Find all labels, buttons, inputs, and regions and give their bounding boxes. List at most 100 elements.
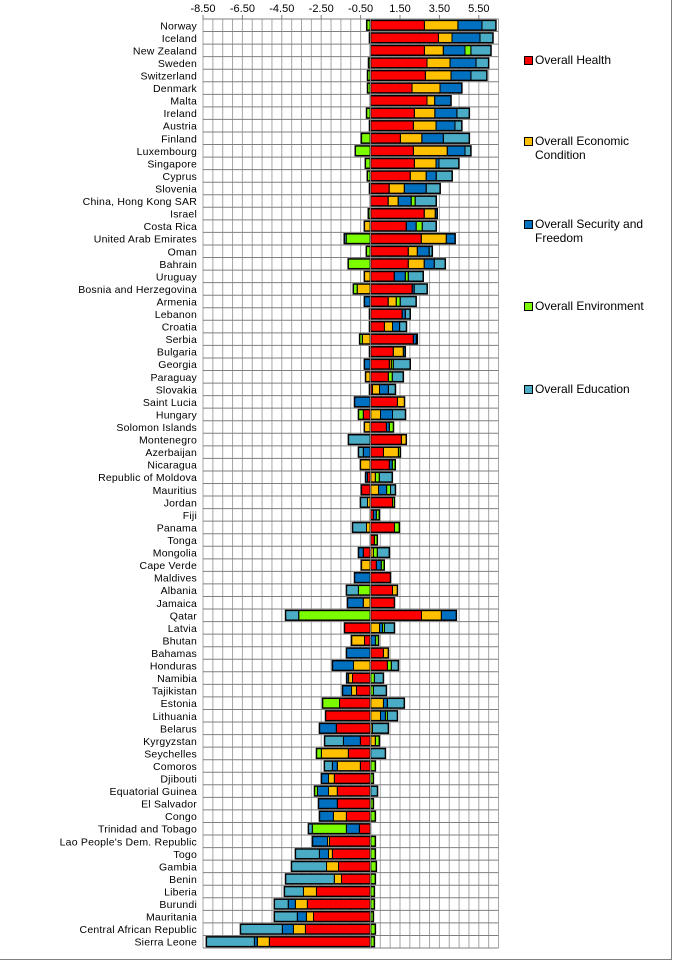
- bar-segment-overall-security-and-freedom: [297, 911, 307, 922]
- bar-segment-overall-education: [408, 271, 424, 282]
- bar-row: [369, 195, 437, 207]
- bar-segment-overall-environment: [358, 409, 364, 420]
- bar-row: [368, 120, 463, 132]
- bar-segment-overall-health: [325, 710, 371, 721]
- bar-segment-overall-education: [422, 221, 437, 232]
- bar-segment-overall-environment: [374, 535, 378, 545]
- bar-row: [368, 308, 411, 320]
- bar-segment-overall-economic-condition: [392, 585, 398, 596]
- bar-segment-overall-economic-condition: [425, 70, 452, 81]
- bar-segment-overall-environment: [346, 233, 371, 244]
- bar-segment-overall-health: [363, 409, 371, 420]
- bar-segment-overall-environment: [365, 158, 371, 169]
- x-tick-label: -0.50: [348, 3, 373, 15]
- bar-row: [315, 747, 387, 760]
- bar-row: [364, 157, 460, 170]
- bar-segment-overall-education: [476, 58, 489, 68]
- bar-segment-overall-security-and-freedom: [417, 246, 430, 257]
- category-label: Estonia: [161, 698, 197, 710]
- bar-segment-overall-environment: [370, 911, 374, 922]
- bar-segment-overall-health: [363, 547, 371, 558]
- category-label: Mauritania: [146, 912, 197, 924]
- bar-segment-overall-economic-condition: [438, 32, 453, 43]
- bar-segment-overall-economic-condition: [364, 271, 371, 282]
- category-label: Comoros: [153, 761, 197, 773]
- bar-segment-overall-economic-condition: [372, 384, 380, 395]
- bar-segment-overall-environment: [370, 899, 375, 909]
- bar-row: [345, 647, 390, 659]
- bar-row: [351, 521, 401, 534]
- category-label: Nicaragua: [147, 460, 197, 472]
- bar-segment-overall-security-and-freedom: [398, 196, 412, 206]
- bar-segment-overall-security-and-freedom: [443, 45, 466, 56]
- category-label: Trinidad and Tobago: [98, 824, 197, 836]
- bar-row: [323, 760, 377, 772]
- bar-segment-overall-economic-condition: [366, 522, 371, 533]
- bar-segment-overall-economic-condition: [414, 108, 435, 119]
- bar-row: [368, 32, 494, 44]
- bar-segment-overall-security-and-freedom: [380, 409, 393, 420]
- category-label: Tajikistan: [152, 686, 197, 698]
- category-label: China, Hong Kong SAR: [83, 196, 198, 208]
- category-label: Denmark: [153, 83, 198, 95]
- x-axis-ticks: -8.50 -6.50 -4.50 -2.50 -0.50 1.50 3.50 5.50: [190, 3, 490, 19]
- bar-segment-overall-education: [274, 911, 298, 922]
- bar-segment-overall-education: [285, 874, 335, 884]
- bar-segment-overall-environment: [396, 296, 401, 307]
- bar-row: [363, 421, 395, 433]
- category-label: Bahamas: [151, 648, 197, 660]
- category-label: Republic of Moldova: [98, 472, 197, 484]
- bar-segment-overall-education: [390, 484, 396, 495]
- bar-segment-overall-health: [370, 196, 389, 206]
- bar-segment-overall-security-and-freedom: [457, 20, 482, 31]
- bar-segment-overall-security-and-freedom: [346, 823, 360, 834]
- bar-segment-overall-health: [370, 309, 403, 319]
- bar-segment-overall-health: [370, 246, 409, 257]
- bar-segment-overall-environment: [322, 698, 340, 709]
- bar-segment-overall-security-and-freedom: [379, 384, 389, 395]
- bar-segment-overall-environment: [375, 472, 380, 483]
- bar-segment-overall-education: [392, 409, 406, 420]
- bar-segment-overall-security-and-freedom: [439, 83, 462, 93]
- bar-segment-overall-health: [370, 271, 395, 282]
- bar-segment-overall-economic-condition: [370, 698, 384, 709]
- bar-segment-overall-environment: [358, 585, 371, 596]
- bar-segment-overall-security-and-freedom: [450, 58, 477, 68]
- bar-segment-overall-environment: [370, 861, 377, 872]
- bar-row: [318, 810, 377, 822]
- bar-segment-overall-economic-condition: [328, 786, 338, 796]
- bar-segment-overall-education: [324, 761, 333, 771]
- bar-segment-overall-health: [370, 422, 387, 432]
- bar-segment-overall-environment: [368, 58, 371, 68]
- category-label: Bosnia and Herzegovina: [78, 284, 197, 296]
- category-label: Seychelles: [144, 748, 197, 760]
- bar-row: [357, 446, 402, 458]
- bar-segment-overall-economic-condition: [393, 346, 404, 357]
- bar-segment-overall-environment: [312, 823, 347, 834]
- bar-segment-overall-economic-condition: [348, 673, 353, 683]
- bar-segment-overall-health: [359, 823, 371, 834]
- bar-segment-overall-health: [370, 522, 395, 533]
- bar-segment-overall-economic-condition: [426, 58, 451, 68]
- bar-segment-overall-security-and-freedom: [436, 158, 440, 169]
- bar-segment-overall-economic-condition: [421, 610, 442, 621]
- bar-segment-overall-security-and-freedom: [451, 70, 471, 81]
- bar-segment-overall-economic-condition: [401, 434, 407, 445]
- category-label: Honduras: [150, 661, 197, 673]
- bar-segment-overall-security-and-freedom: [332, 761, 338, 771]
- bar-row: [365, 245, 434, 257]
- bar-row: [343, 622, 396, 634]
- category-label: Belarus: [160, 723, 197, 735]
- bar-row: [366, 170, 453, 182]
- bar-segment-overall-education: [391, 660, 399, 671]
- bar-segment-overall-education: [291, 861, 327, 872]
- legend-label: Overall Environment: [535, 299, 644, 313]
- bar-segment-overall-health: [370, 158, 415, 169]
- bar-segment-overall-security-and-freedom: [403, 346, 406, 357]
- category-label: Fiji: [183, 510, 197, 522]
- bar-row: [369, 44, 492, 57]
- bar-segment-overall-health: [370, 321, 385, 332]
- category-label: Albania: [161, 585, 197, 597]
- bar-segment-overall-environment: [411, 196, 416, 206]
